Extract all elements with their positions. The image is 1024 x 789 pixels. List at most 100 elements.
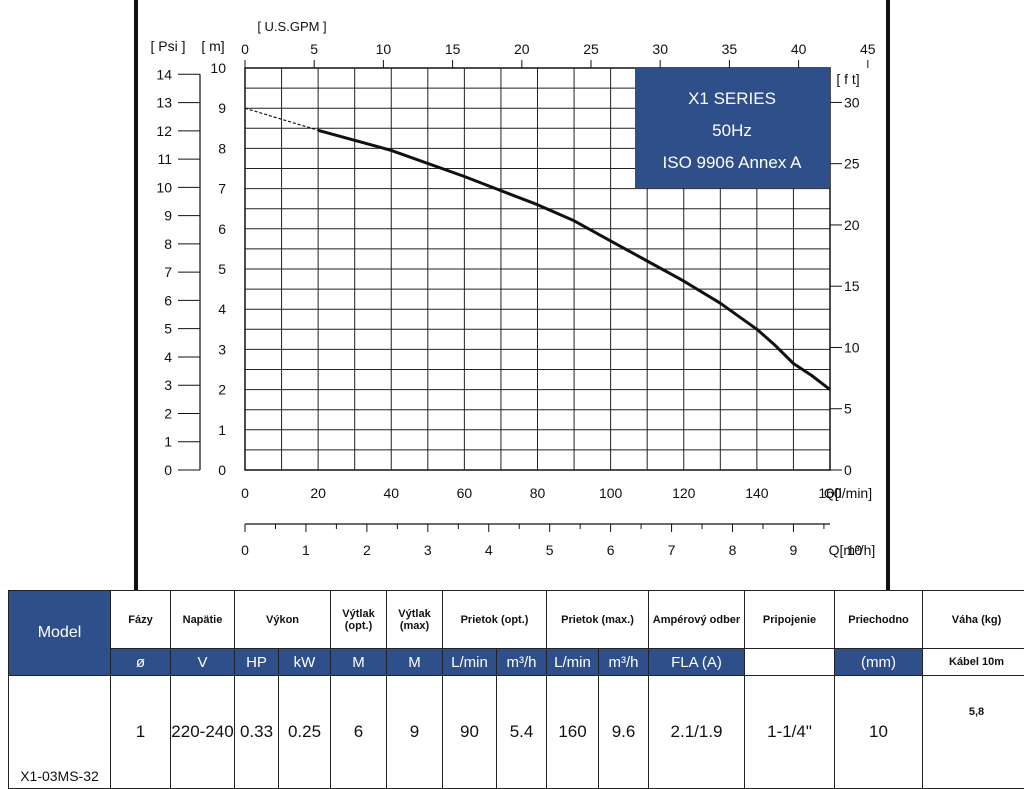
x-tick-label: 40: [383, 485, 399, 501]
model-name: X1-03MS-32: [9, 676, 111, 789]
gpm-tick-label: 0: [241, 41, 249, 57]
psi-tick-label: 10: [156, 179, 172, 195]
m-tick-label: 8: [218, 140, 226, 156]
unit-cell: HP: [235, 649, 279, 676]
unit-cell: Kábel 10m: [923, 649, 1024, 676]
info-box-series: X1 SERIES: [688, 89, 776, 108]
ft-tick-label: 30: [844, 94, 860, 110]
unit-cell: M: [331, 649, 387, 676]
info-box-frequency: 50Hz: [712, 121, 752, 140]
psi-tick-label: 9: [164, 208, 172, 224]
m3h-tick-label: 6: [607, 542, 615, 558]
psi-tick-label: 2: [164, 405, 172, 421]
m-tick-label: 1: [218, 422, 226, 438]
header-cell: Výkon: [235, 591, 331, 649]
ft-tick-label: 25: [844, 156, 860, 172]
m3h-tick-label: 1: [302, 542, 310, 558]
header-cell: Fázy: [111, 591, 171, 649]
m-tick-label: 2: [218, 382, 226, 398]
unit-cell: (mm): [835, 649, 923, 676]
x-tick-label: 80: [530, 485, 546, 501]
x-tick-label: 20: [310, 485, 326, 501]
table-row: X1-03MS-32 1 220-240 0.33 0.25 6 9 90 5.…: [9, 676, 1024, 789]
value-cell: 5.4: [497, 676, 547, 789]
ft-tick-label: 15: [844, 278, 860, 294]
unit-cell: ø: [111, 649, 171, 676]
value-cell: 220-240: [171, 676, 235, 789]
psi-tick-label: 13: [156, 95, 172, 111]
m3h-tick-label: 5: [546, 542, 554, 558]
psi-tick-label: 0: [164, 462, 172, 478]
unit-cell: L/min: [547, 649, 599, 676]
gpm-tick-label: 45: [860, 41, 876, 57]
gpm-tick-label: 10: [376, 41, 392, 57]
x-tick-label: 120: [672, 485, 696, 501]
x-tick-label: 0: [241, 485, 249, 501]
gpm-axis-label: [ U.S.GPM ]: [257, 19, 326, 34]
unit-cell: [745, 649, 835, 676]
header-cell: Výtlak (max): [387, 591, 443, 649]
header-cell: Prietok (max.): [547, 591, 649, 649]
gpm-tick-label: 20: [514, 41, 530, 57]
psi-tick-label: 5: [164, 321, 172, 337]
ft-tick-label: 10: [844, 339, 860, 355]
x-tick-label: 140: [745, 485, 769, 501]
m-tick-label: 0: [218, 462, 226, 478]
info-box-standard: ISO 9906 Annex A: [663, 153, 803, 172]
unit-cell: m³/h: [599, 649, 649, 676]
header-cell: Prietok (opt.): [443, 591, 547, 649]
gpm-tick-label: 40: [791, 41, 807, 57]
x-tick-label: 100: [599, 485, 623, 501]
gpm-tick-label: 30: [652, 41, 668, 57]
ft-tick-label: 20: [844, 217, 860, 233]
m-tick-label: 6: [218, 221, 226, 237]
ft-tick-label: 5: [844, 401, 852, 417]
psi-axis-label: [ Psi ]: [150, 38, 185, 54]
ft-axis-label: [ f t]: [836, 71, 859, 87]
header-cell: Pripojenie: [745, 591, 835, 649]
m3h-tick-label: 3: [424, 542, 432, 558]
header-cell: Ampérový odber: [649, 591, 745, 649]
m3h-tick-label: 9: [790, 542, 798, 558]
gpm-tick-label: 25: [583, 41, 599, 57]
psi-tick-label: 12: [156, 123, 172, 139]
value-cell: 2.1/1.9: [649, 676, 745, 789]
m-tick-label: 10: [210, 60, 226, 76]
unit-cell: L/min: [443, 649, 497, 676]
table-header-row: Model Fázy Napätie Výkon Výtlak (opt.) V…: [9, 591, 1024, 649]
psi-tick-label: 1: [164, 434, 172, 450]
spec-table: Model Fázy Napätie Výkon Výtlak (opt.) V…: [8, 590, 1024, 789]
m-tick-label: 9: [218, 100, 226, 116]
unit-cell: kW: [279, 649, 331, 676]
info-box: X1 SERIES 50Hz ISO 9906 Annex A: [635, 68, 830, 188]
header-cell: Napätie: [171, 591, 235, 649]
psi-tick-label: 3: [164, 377, 172, 393]
m-tick-label: 7: [218, 181, 226, 197]
value-cell: 9: [387, 676, 443, 789]
table-unit-row: ø V HP kW M M L/min m³/h L/min m³/h FLA …: [9, 649, 1024, 676]
value-cell: 160: [547, 676, 599, 789]
gpm-tick-label: 15: [445, 41, 461, 57]
value-cell: 10: [835, 676, 923, 789]
psi-tick-label: 4: [164, 349, 172, 365]
model-header: Model: [9, 591, 111, 676]
psi-tick-label: 6: [164, 292, 172, 308]
m3h-tick-label: 2: [363, 542, 371, 558]
x-axis-label: Q[l/min]: [824, 485, 872, 501]
unit-cell: M: [387, 649, 443, 676]
ft-tick-label: 0: [844, 462, 852, 478]
value-cell: 1: [111, 676, 171, 789]
psi-tick-label: 8: [164, 236, 172, 252]
header-cell: Výtlak (opt.): [331, 591, 387, 649]
psi-tick-label: 7: [164, 264, 172, 280]
x-tick-label: 60: [457, 485, 473, 501]
value-cell: 6: [331, 676, 387, 789]
psi-tick-label: 14: [156, 66, 172, 82]
m3h-tick-label: 4: [485, 542, 493, 558]
value-cell: 0.25: [279, 676, 331, 789]
m3h-tick-label: 0: [241, 542, 249, 558]
m-axis-label: [ m]: [201, 38, 224, 54]
m3h-axis-label: Q[m³/h]: [829, 542, 876, 558]
m3h-tick-label: 8: [729, 542, 737, 558]
